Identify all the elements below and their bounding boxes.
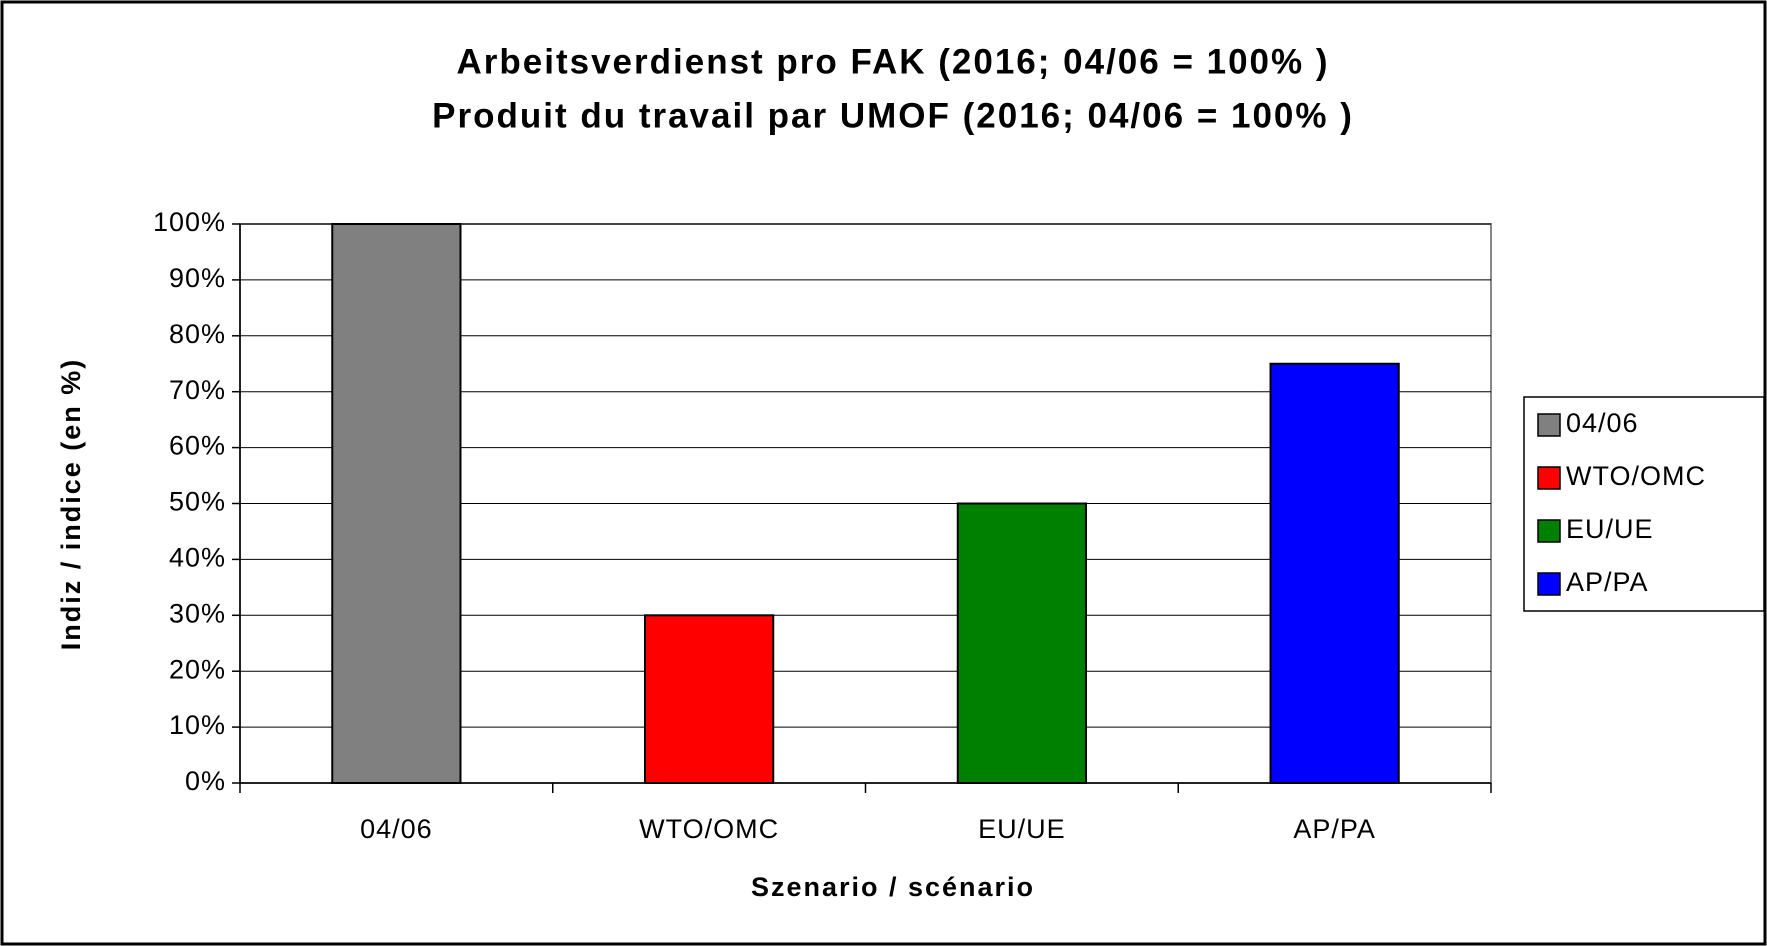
legend-box [1523,396,1765,612]
y-tick-label: 90% [169,263,226,293]
legend-swatch [1537,519,1561,543]
y-tick-label: 30% [169,598,226,628]
legend-swatch [1537,572,1561,596]
x-tick-label: AP/PA [1293,814,1376,844]
y-tick-label: 40% [169,543,226,573]
legend-label: 04/06 [1566,408,1639,438]
bar [956,502,1087,784]
chart-title: Arbeitsverdienst pro FAK (2016; 04/06 = … [456,42,1329,81]
y-tick-label: 0% [185,766,226,796]
chart-subtitle: Produit du travail par UMOF (2016; 04/06… [432,96,1354,135]
legend-swatch [1537,413,1561,437]
y-tick-label: 80% [169,319,226,349]
y-axis-label: Indiz / indice (en %) [56,358,86,651]
bar [1269,362,1400,784]
y-tick-label: 20% [169,654,226,684]
legend-label: EU/UE [1566,514,1654,544]
y-tick-label: 70% [169,375,226,405]
x-tick-label: EU/UE [978,814,1066,844]
bar [331,223,462,784]
y-tick-label: 10% [169,710,226,740]
legend-label: WTO/OMC [1566,461,1706,491]
x-tick-label: 04/06 [360,814,433,844]
bar [644,614,775,784]
y-tick-label: 60% [169,431,226,461]
y-tick-label: 50% [169,487,226,517]
x-tick-label: WTO/OMC [639,814,779,844]
legend-label: AP/PA [1566,567,1649,597]
x-axis-label: Szenario / scénario [751,872,1035,902]
legend-swatch [1537,466,1561,490]
y-tick-label: 100% [153,207,226,237]
